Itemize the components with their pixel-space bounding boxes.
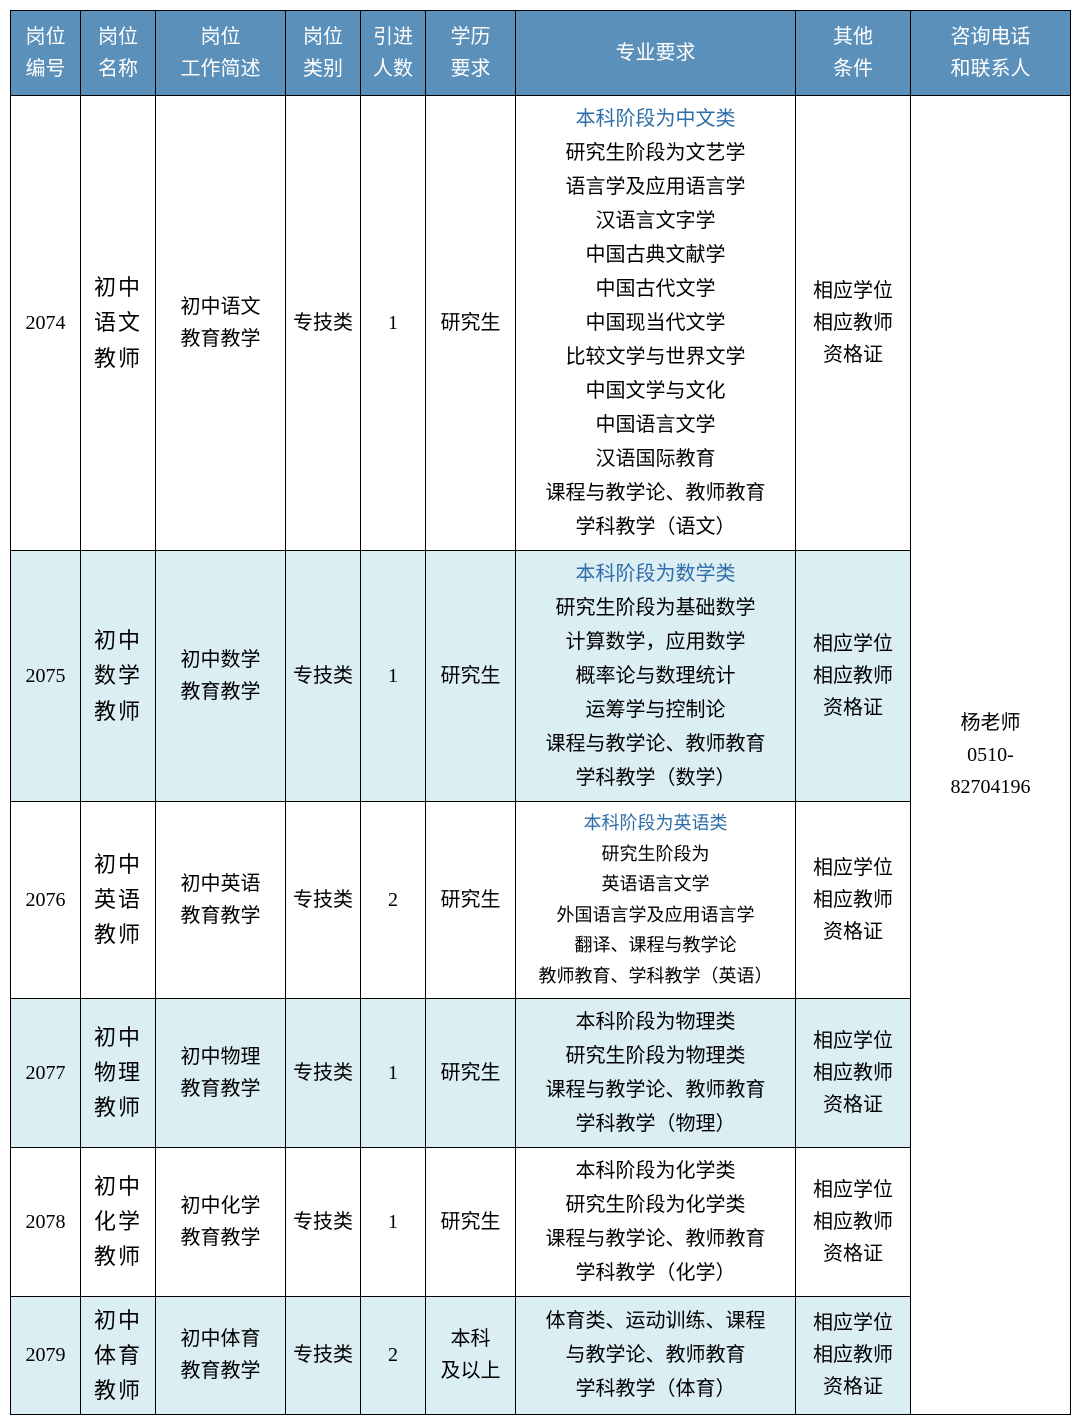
cell-id: 2075 (11, 551, 81, 802)
cell-name: 初中化学教师 (81, 1147, 156, 1296)
cell-edu: 研究生 (426, 1147, 516, 1296)
cell-other: 相应学位相应教师资格证 (796, 998, 911, 1147)
cell-prof: 本科阶段为化学类研究生阶段为化学类课程与教学论、教师教育学科教学（化学） (516, 1147, 796, 1296)
cell-count: 2 (361, 1296, 426, 1415)
cell-count: 1 (361, 551, 426, 802)
cell-prof: 本科阶段为数学类研究生阶段为基础数学计算数学，应用数学概率论与数理统计运筹学与控… (516, 551, 796, 802)
cell-id: 2077 (11, 998, 81, 1147)
cell-desc: 初中数学教育教学 (156, 551, 286, 802)
col-header-name: 岗位名称 (81, 11, 156, 96)
cell-prof: 本科阶段为英语类研究生阶段为英语语言文学外国语言学及应用语言学翻译、课程与教学论… (516, 802, 796, 999)
col-header-id: 岗位编号 (11, 11, 81, 96)
cell-type: 专技类 (286, 1296, 361, 1415)
job-postings-table: 岗位编号 岗位名称 岗位工作简述 岗位类别 引进人数 学历要求 专业要求 其他条… (10, 10, 1071, 1415)
cell-id: 2079 (11, 1296, 81, 1415)
cell-count: 2 (361, 802, 426, 999)
cell-count: 1 (361, 96, 426, 551)
cell-type: 专技类 (286, 551, 361, 802)
cell-other: 相应学位相应教师资格证 (796, 551, 911, 802)
cell-other: 相应学位相应教师资格证 (796, 96, 911, 551)
cell-name: 初中语文教师 (81, 96, 156, 551)
cell-other: 相应学位相应教师资格证 (796, 1296, 911, 1415)
cell-name: 初中体育教师 (81, 1296, 156, 1415)
cell-name: 初中英语教师 (81, 802, 156, 999)
cell-name: 初中数学教师 (81, 551, 156, 802)
cell-contact: 杨老师0510-82704196 (911, 96, 1071, 1415)
cell-edu: 研究生 (426, 998, 516, 1147)
cell-id: 2074 (11, 96, 81, 551)
cell-desc: 初中英语教育教学 (156, 802, 286, 999)
cell-prof: 本科阶段为物理类研究生阶段为物理类课程与教学论、教师教育学科教学（物理） (516, 998, 796, 1147)
cell-desc: 初中体育教育教学 (156, 1296, 286, 1415)
cell-edu: 研究生 (426, 802, 516, 999)
cell-count: 1 (361, 1147, 426, 1296)
header-row: 岗位编号 岗位名称 岗位工作简述 岗位类别 引进人数 学历要求 专业要求 其他条… (11, 11, 1071, 96)
cell-id: 2076 (11, 802, 81, 999)
cell-desc: 初中语文教育教学 (156, 96, 286, 551)
cell-edu: 研究生 (426, 96, 516, 551)
col-header-desc: 岗位工作简述 (156, 11, 286, 96)
col-header-edu: 学历要求 (426, 11, 516, 96)
col-header-count: 引进人数 (361, 11, 426, 96)
cell-id: 2078 (11, 1147, 81, 1296)
cell-edu: 本科及以上 (426, 1296, 516, 1415)
col-header-other: 其他条件 (796, 11, 911, 96)
col-header-type: 岗位类别 (286, 11, 361, 96)
cell-prof: 体育类、运动训练、课程与教学论、教师教育学科教学（体育） (516, 1296, 796, 1415)
cell-other: 相应学位相应教师资格证 (796, 1147, 911, 1296)
cell-other: 相应学位相应教师资格证 (796, 802, 911, 999)
cell-desc: 初中物理教育教学 (156, 998, 286, 1147)
col-header-prof: 专业要求 (516, 11, 796, 96)
cell-type: 专技类 (286, 998, 361, 1147)
cell-type: 专技类 (286, 96, 361, 551)
table-row: 2074初中语文教师初中语文教育教学专技类1研究生本科阶段为中文类研究生阶段为文… (11, 96, 1071, 551)
cell-type: 专技类 (286, 802, 361, 999)
cell-count: 1 (361, 998, 426, 1147)
cell-prof: 本科阶段为中文类研究生阶段为文艺学语言学及应用语言学汉语言文字学中国古典文献学中… (516, 96, 796, 551)
cell-name: 初中物理教师 (81, 998, 156, 1147)
cell-edu: 研究生 (426, 551, 516, 802)
cell-type: 专技类 (286, 1147, 361, 1296)
cell-desc: 初中化学教育教学 (156, 1147, 286, 1296)
col-header-contact: 咨询电话和联系人 (911, 11, 1071, 96)
